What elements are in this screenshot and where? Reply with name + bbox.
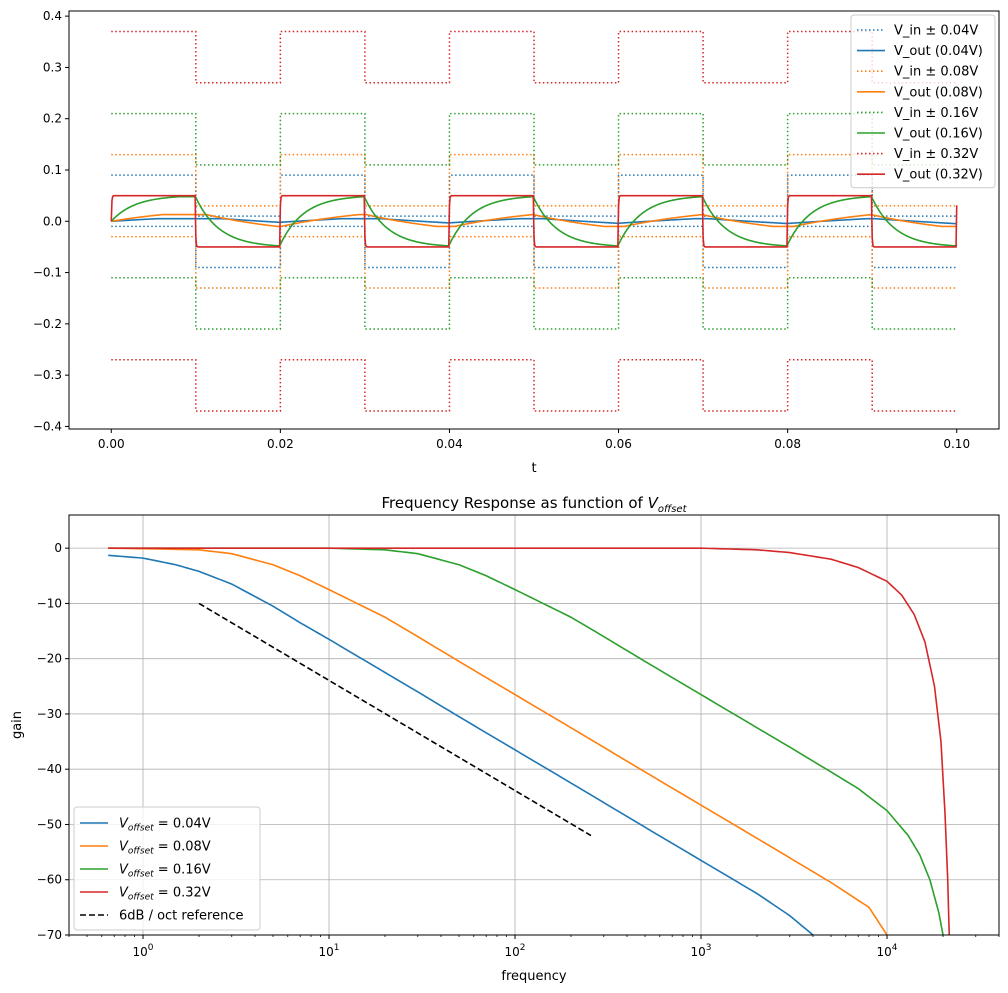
- x-tick-label: 100: [133, 943, 154, 959]
- x-tick-label: 101: [319, 943, 340, 959]
- series-v-offset-0-04v: [108, 554, 814, 935]
- series-v-offset-0-08v: [108, 547, 888, 935]
- y-tick-label: −0.4: [33, 419, 62, 433]
- y-tick-label: −70: [37, 928, 62, 942]
- x-tick-label: 0.10: [943, 437, 970, 451]
- y-tick-label: −30: [37, 707, 62, 721]
- y-tick-label: −60: [37, 873, 62, 887]
- legend-entry-v-offset-0-08v: Voffset = 0.08V: [119, 840, 211, 857]
- time-domain-xlabel: t: [531, 461, 536, 476]
- legend-entry-6db-oct-reference: 6dB / oct reference: [119, 909, 244, 924]
- x-tick-label: 0.02: [267, 437, 294, 451]
- y-tick-label: −0.1: [33, 266, 62, 280]
- time-domain-chart: 0.00 0.02 0.04 0.06 0.08 0.10 −0.4 −0.3 −0.2 −0.1…: [33, 9, 1000, 476]
- series-v-in-0-04v-lower: [111, 225, 957, 269]
- frequency-plot-frame: [68, 514, 1000, 936]
- y-tick-label: −40: [37, 762, 62, 776]
- series-v-offset-0-16v: [108, 547, 944, 935]
- frequency-chart-title-sub: offset: [658, 504, 688, 515]
- y-tick-label: 0.0: [43, 214, 62, 228]
- frequency-xlabel: frequency: [501, 969, 567, 984]
- legend-box: [73, 806, 261, 931]
- y-tick-label: −50: [37, 817, 62, 831]
- series-v-in-0-08v-lower: [111, 235, 957, 289]
- legend-entry-v-in-0-04v: V_in ± 0.04V: [894, 24, 978, 39]
- frequency-legend: Voffset = 0.04V Voffset = 0.08V Voffset = …: [73, 806, 261, 931]
- time-domain-plot-frame: [68, 10, 1000, 430]
- x-tick-label: 0.00: [98, 437, 125, 451]
- legend-entry-v-out-0-08v: V_out (0.08V): [894, 85, 983, 100]
- frequency-chart-title-text: Frequency Response as function of: [381, 494, 647, 512]
- legend-entry-v-in-0-32v: V_in ± 0.32V: [894, 147, 978, 162]
- y-tick-label: −0.3: [33, 368, 62, 382]
- series-v-out-0-32v: [110, 194, 958, 248]
- frequency-response-chart: 100 101 102 103 104 0 −10 −20 −30 −40 −50 −60 −70 Fr…: [10, 494, 1000, 984]
- series-v-in-0-16v-lower: [111, 276, 957, 330]
- legend-entry-v-out-0-04v: V_out (0.04V): [894, 44, 983, 59]
- legend-entry-v-offset-0-16v: Voffset = 0.16V: [119, 863, 211, 880]
- x-tick-label: 0.08: [774, 437, 801, 451]
- legend-entry-v-in-0-08v: V_in ± 0.08V: [894, 65, 978, 80]
- y-tick-label: 0.1: [43, 163, 62, 177]
- y-tick-label: −0.2: [33, 317, 62, 331]
- time-domain-legend: V_in ± 0.04V V_out (0.04V) V_in ± 0.08V V_o…: [850, 14, 996, 189]
- series-6db-oct-reference: [198, 602, 592, 837]
- legend-box: [850, 14, 996, 189]
- legend-entry-v-in-0-16v: V_in ± 0.16V: [894, 106, 978, 121]
- series-v-in-0-32v-lower: [111, 359, 957, 412]
- legend-entry-v-offset-0-04v: Voffset = 0.04V: [119, 817, 211, 834]
- legend-entry-v-out-0-16v: V_out (0.16V): [894, 127, 983, 142]
- x-tick-label: 0.04: [436, 437, 463, 451]
- x-tick-label: 0.06: [605, 437, 632, 451]
- y-tick-label: 0.2: [43, 112, 62, 126]
- series-v-in-0-16v-upper: [111, 112, 957, 166]
- series-v-in-0-32v-upper: [111, 30, 957, 84]
- legend-entry-v-out-0-32v: V_out (0.32V): [894, 168, 983, 183]
- legend-entry-v-offset-0-32v: Voffset = 0.32V: [119, 886, 211, 903]
- y-tick-label: 0: [54, 541, 62, 555]
- x-tick-label: 102: [505, 943, 526, 959]
- x-tick-label: 104: [877, 943, 898, 959]
- x-tick-label: 103: [691, 943, 712, 959]
- y-tick-label: −20: [37, 652, 62, 666]
- y-tick-label: 0.4: [43, 9, 62, 23]
- frequency-chart-title-var: V: [648, 494, 660, 512]
- y-tick-label: 0.3: [43, 60, 62, 74]
- frequency-chart-title: Frequency Response as function of Voffse…: [381, 494, 687, 515]
- y-tick-label: −10: [37, 596, 62, 610]
- frequency-ylabel: gain: [10, 711, 25, 739]
- series-v-offset-0-32v: [108, 547, 951, 935]
